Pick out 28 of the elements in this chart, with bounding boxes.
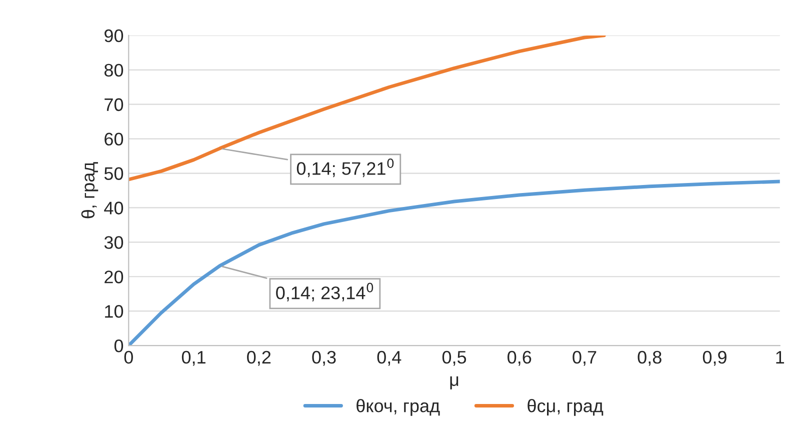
legend-label: θкоч, град xyxy=(356,399,440,416)
x-tick-label: 1 xyxy=(776,351,784,364)
y-tick-label: 70 xyxy=(104,98,124,112)
y-tick-label: 10 xyxy=(105,305,124,318)
x-tick-label: 0,1 xyxy=(182,350,206,366)
y-tick-label: 20 xyxy=(104,270,124,284)
y-tick-label: 80 xyxy=(104,64,124,77)
annotation: 0,14; 23,14$^{0}$ xyxy=(276,282,374,302)
x-axis-title: μ xyxy=(450,376,458,390)
y-tick-label: 40 xyxy=(104,202,124,214)
y-tick-label: 0 xyxy=(114,339,124,352)
x-tick-label: 0 xyxy=(124,350,133,364)
legend-label: θсμ, град xyxy=(528,399,604,416)
line-series xyxy=(128,35,606,182)
x-tick-label: 0,9 xyxy=(702,350,726,366)
y-tick-label: 90 xyxy=(104,29,124,42)
x-tick-label: 0,4 xyxy=(377,350,402,366)
x-tick-label: 0,7 xyxy=(572,350,596,366)
x-tick-label: 0,2 xyxy=(247,350,271,366)
x-tick-label: 0,5 xyxy=(442,350,466,366)
y-tick-label: 30 xyxy=(104,236,124,249)
y-tick-label: 50 xyxy=(104,167,124,180)
x-tick-label: 0,6 xyxy=(508,350,532,366)
annotation: 0,14; 57,21$^{0}$ xyxy=(296,158,394,178)
y-tick-label: 60 xyxy=(104,132,124,146)
x-tick-label: 0,3 xyxy=(312,350,336,366)
y-axis-title: θ, град xyxy=(81,162,98,218)
x-tick-label: 0,8 xyxy=(638,350,662,366)
